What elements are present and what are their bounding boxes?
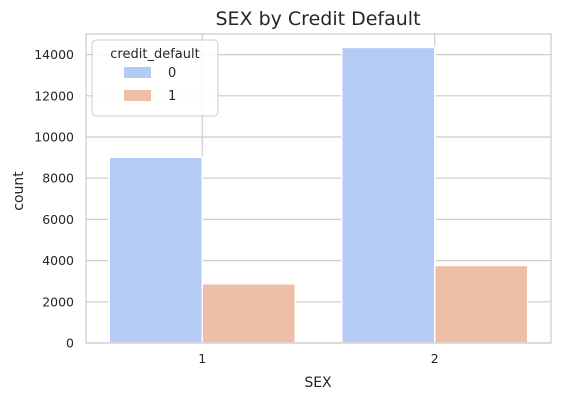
- bar-sex-1-default-0: [108, 156, 203, 344]
- legend-title: credit_default: [110, 47, 199, 62]
- plot-frame: [85, 33, 552, 344]
- bar-sex-2-default-0: [341, 46, 436, 344]
- bars: [108, 46, 529, 344]
- y-axis-ticks: 0 2000 4000 6000 8000 10000 12000 14000: [34, 47, 74, 350]
- x-axis-label: SEX: [304, 375, 332, 391]
- legend: credit_default 0 1: [91, 39, 219, 117]
- y-tick-label: 6000: [42, 212, 74, 227]
- legend-swatch-1: [124, 90, 151, 101]
- y-tick-label: 8000: [42, 171, 74, 186]
- y-axis-label: count: [11, 171, 27, 211]
- x-tick-label: 2: [431, 351, 439, 366]
- chart-title: SEX by Credit Default: [215, 8, 420, 30]
- bar-sex-1-default-1: [201, 283, 296, 344]
- y-tick-label: 10000: [34, 130, 74, 145]
- bar-sex-2-default-1: [434, 264, 529, 344]
- legend-label-0: 0: [168, 66, 176, 81]
- y-tick-label: 14000: [34, 47, 74, 62]
- x-tick-label: 1: [198, 351, 206, 366]
- legend-label-1: 1: [168, 89, 176, 104]
- y-tick-label: 12000: [34, 88, 74, 103]
- y-tick-label: 2000: [42, 294, 74, 309]
- y-tick-label: 0: [66, 336, 74, 351]
- legend-swatch-0: [124, 67, 151, 78]
- y-tick-label: 4000: [42, 253, 74, 268]
- legend-box: [91, 39, 219, 117]
